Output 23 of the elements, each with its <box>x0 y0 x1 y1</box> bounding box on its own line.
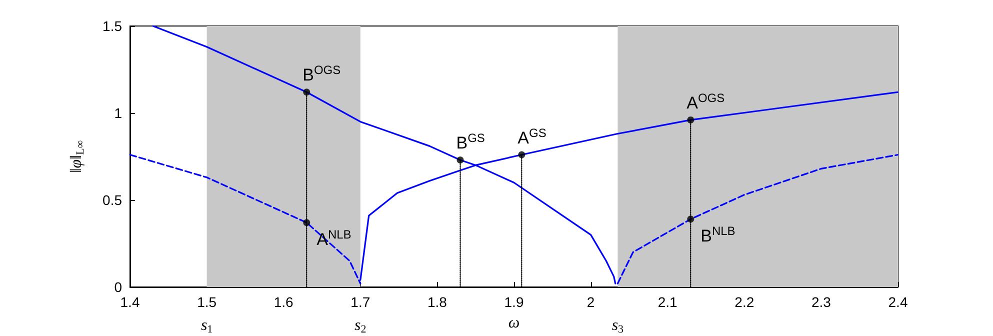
y-tick-label: 0 <box>114 279 122 295</box>
x-tick-label: 2.3 <box>811 294 832 310</box>
point <box>687 216 694 223</box>
x-tick-label: 2 <box>586 294 595 310</box>
x-axis-title: ω <box>508 314 520 332</box>
x-tick-label: 1.8 <box>427 294 448 310</box>
y-tick-label: 1.5 <box>102 18 122 34</box>
point <box>303 219 310 226</box>
point <box>687 116 694 124</box>
x-tick-label: 2.1 <box>658 294 678 310</box>
y-tick-label: 0.5 <box>102 192 122 208</box>
point <box>303 88 310 96</box>
x-tick-label: 1.4 <box>120 294 140 310</box>
x-tick-label: 2.4 <box>888 294 908 310</box>
x-tick-label: 1.6 <box>274 294 294 310</box>
x-tick-label: 1.9 <box>504 294 524 310</box>
point <box>518 151 526 158</box>
y-tick-label: 1 <box>114 105 122 121</box>
point <box>456 156 464 164</box>
x-tick-label: 1.7 <box>350 294 370 310</box>
x-tick-label: 2.2 <box>734 294 754 310</box>
y-axis-title: ‖φ‖L∞ <box>68 140 86 173</box>
x-tick-label: 1.5 <box>197 294 217 310</box>
